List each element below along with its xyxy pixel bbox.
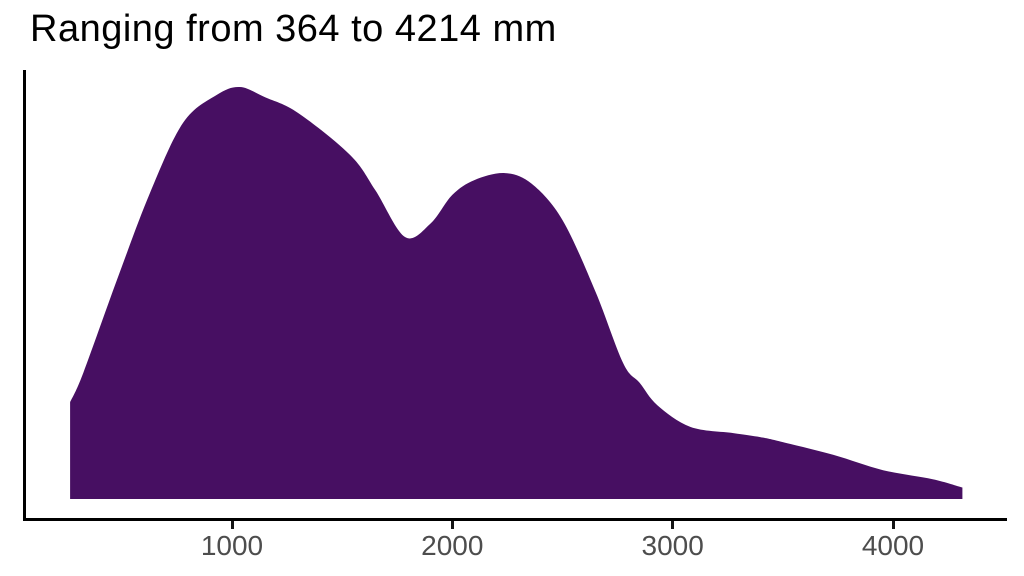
x-tick-mark (671, 521, 675, 529)
chart-title: Ranging from 364 to 4214 mm (30, 8, 557, 50)
x-tick-mark (891, 521, 895, 529)
x-tick-label: 4000 (861, 530, 925, 561)
x-tick-label: 2000 (421, 530, 484, 561)
x-tick-mark (450, 521, 454, 529)
x-axis-line (23, 518, 1007, 521)
x-tick-label: 3000 (641, 530, 704, 561)
x-tick-label: 1000 (200, 530, 264, 561)
density-curve (70, 86, 963, 499)
y-axis-line (23, 70, 26, 521)
x-tick-mark (230, 521, 234, 529)
